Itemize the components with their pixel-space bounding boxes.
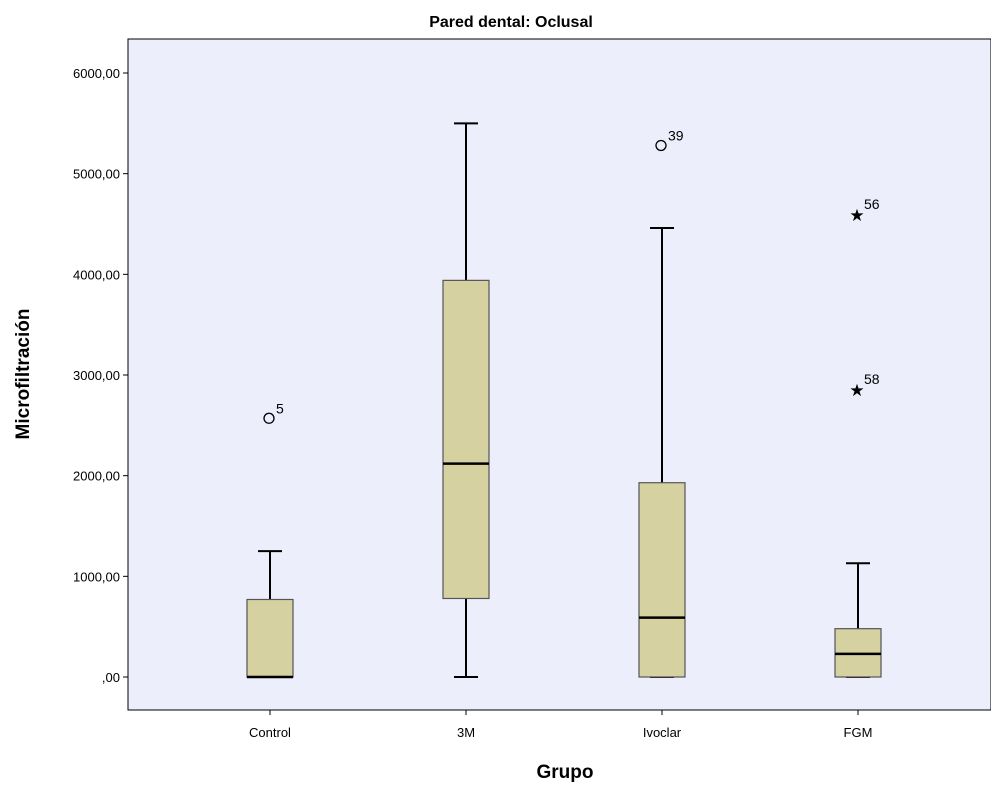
- x-axis: Control 3M Ivoclar FGM: [249, 710, 872, 740]
- y-tick-label: 1000,00: [73, 569, 120, 584]
- y-tick-label: 3000,00: [73, 368, 120, 383]
- outlier-label: 39: [668, 127, 684, 143]
- outlier-circle: [655, 139, 667, 152]
- x-tick-label: 3M: [457, 725, 475, 740]
- x-tick-label: Ivoclar: [643, 725, 682, 740]
- x-tick-label: Control: [249, 725, 291, 740]
- outlier-star: ★: [849, 206, 864, 226]
- y-axis: ,00 1000,00 2000,00 3000,00 4000,00 5000,00 60…: [73, 66, 128, 685]
- outlier-label: 5: [276, 400, 284, 416]
- box-3m: [442, 122, 490, 678]
- outlier-label: 58: [864, 371, 880, 387]
- box-series: 539★56★58: [246, 122, 882, 679]
- outlier-circle: [263, 412, 275, 424]
- plot-area: [127, 38, 991, 711]
- y-tick-label: 6000,00: [73, 66, 120, 81]
- y-tick-label: ,00: [102, 670, 120, 685]
- x-tick-label: FGM: [844, 725, 873, 740]
- outlier-star: ★: [849, 381, 864, 401]
- box-fgm: ★56★58: [834, 196, 882, 678]
- x-axis-title: Grupo: [537, 762, 594, 783]
- y-tick-label: 5000,00: [73, 167, 120, 182]
- iqr-box: [246, 598, 294, 678]
- y-tick-label: 2000,00: [73, 469, 120, 484]
- outlier-label: 56: [864, 196, 880, 212]
- y-axis-title: Microfiltración: [13, 309, 34, 440]
- box-control: 5: [246, 400, 294, 679]
- chart-title: Pared dental: Oclusal: [429, 14, 593, 31]
- iqr-box: [442, 279, 490, 600]
- iqr-box: [638, 482, 686, 678]
- box-ivoclar: 39: [638, 127, 686, 678]
- y-tick-label: 4000,00: [73, 267, 120, 282]
